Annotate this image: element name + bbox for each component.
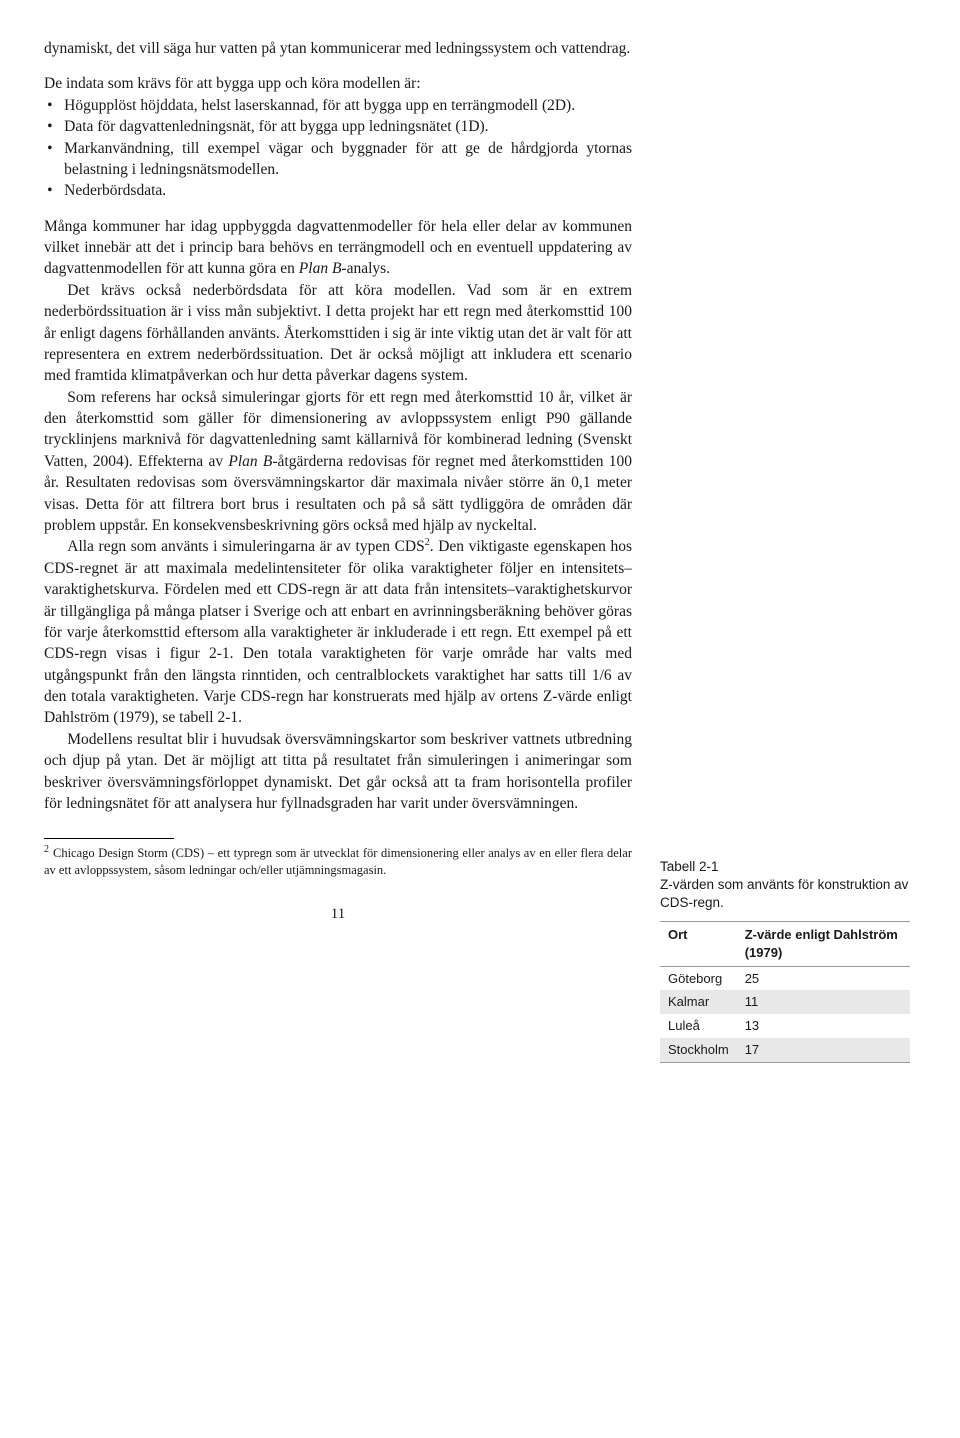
paragraph-6: Alla regn som använts i simuleringarna ä… — [44, 536, 632, 729]
paragraph-7: Modellens resultat blir i huvudsak övers… — [44, 729, 632, 815]
table-header-ort: Ort — [660, 921, 737, 966]
z-values-table: Ort Z-värde enligt Dahlström (1979) Göte… — [660, 921, 910, 1064]
table-caption-title: Tabell 2-1 — [660, 858, 910, 876]
paragraph-4: Det krävs också nederbördsdata för att k… — [44, 280, 632, 387]
table-row: Göteborg25 — [660, 966, 910, 990]
bullet-item: Markanvändning, till exempel vägar och b… — [64, 138, 632, 181]
page-number: 11 — [44, 904, 632, 925]
paragraph-intro: dynamiskt, det vill säga hur vatten på y… — [44, 38, 632, 59]
bullet-item: Nederbördsdata. — [64, 180, 632, 201]
main-column: dynamiskt, det vill säga hur vatten på y… — [44, 38, 632, 1063]
indata-bullets: Högupplöst höjddata, helst laserskannad,… — [44, 95, 632, 202]
bullet-item: Data för dagvattenledningsnät, för att b… — [64, 116, 632, 137]
footnote-rule — [44, 838, 174, 839]
table-header-zvalue: Z-värde enligt Dahlström (1979) — [737, 921, 910, 966]
table-row: Kalmar11 — [660, 990, 910, 1014]
table-caption: Tabell 2-1 Z-värden som använts för kons… — [660, 858, 910, 913]
paragraph-5: Som referens har också simuleringar gjor… — [44, 387, 632, 537]
footnote: 2Chicago Design Storm (CDS) – ett typreg… — [44, 843, 632, 878]
table-row: Stockholm17 — [660, 1038, 910, 1062]
table-row: Luleå13 — [660, 1014, 910, 1038]
paragraph-3: Många kommuner har idag uppbyggda dagvat… — [44, 216, 632, 280]
table-caption-text: Z-värden som använts för konstruktion av… — [660, 876, 910, 912]
indata-lead: De indata som krävs för att bygga upp oc… — [44, 73, 632, 94]
bullet-item: Högupplöst höjddata, helst laserskannad,… — [64, 95, 632, 116]
sidebar-column: Tabell 2-1 Z-värden som använts för kons… — [660, 38, 910, 1063]
